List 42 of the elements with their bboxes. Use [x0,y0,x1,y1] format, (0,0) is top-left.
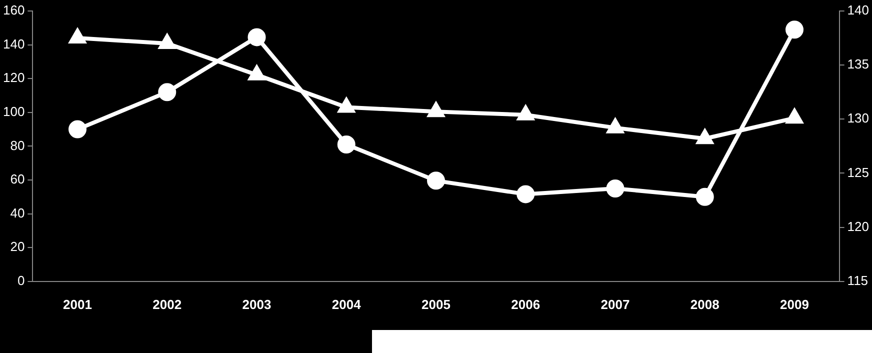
y2-tick-label: 140 [847,2,870,18]
point [337,136,356,154]
point [786,109,803,124]
point [606,179,624,198]
y2-tick-label: 135 [847,56,870,72]
point [428,102,444,118]
point [696,188,714,206]
point [68,120,86,138]
x-tick-label: 2005 [422,296,450,312]
point [786,20,804,39]
point [159,34,176,49]
y2-tick-label: 115 [847,272,868,288]
point [427,172,445,190]
x-tick-label: 2007 [600,296,630,312]
x-tick-label: 2003 [242,296,272,312]
point [69,29,86,44]
y2-tick-label: 120 [847,218,870,234]
point [696,130,713,144]
point [158,83,176,102]
y-tick-label: 140 [2,36,25,52]
x-tick-label: 2002 [152,296,182,312]
point [516,185,535,204]
x-tick-label: 2008 [690,296,720,312]
point [248,66,265,80]
x-tick-label: 2004 [332,296,362,312]
x-tick-label: 2009 [780,296,809,312]
point [518,106,534,120]
y-tick-label: 0 [17,272,25,288]
x-tick-label: 2001 [63,296,92,312]
y-tick-label: 20 [10,239,25,254]
y-tick-label: 80 [10,138,25,153]
y-tick-label: 120 [2,70,25,86]
x-tick-label: 2006 [511,296,540,312]
y-tick-label: 160 [2,2,25,18]
point [338,98,354,113]
y-tick-label: 60 [10,172,25,187]
y2-tick-label: 130 [847,110,870,126]
y-tick-label: 100 [2,104,25,119]
y-tick-label: 40 [10,205,25,220]
point [607,118,624,134]
point [248,28,266,46]
y2-tick-label: 125 [847,164,870,180]
